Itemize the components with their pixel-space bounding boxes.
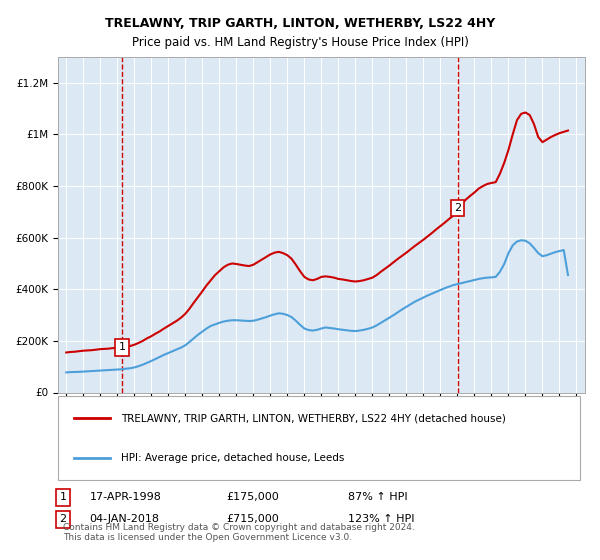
Text: 2: 2 [454,203,461,213]
Text: 123% ↑ HPI: 123% ↑ HPI [348,515,414,524]
Text: 04-JAN-2018: 04-JAN-2018 [89,515,160,524]
Text: 87% ↑ HPI: 87% ↑ HPI [348,492,407,502]
Text: Contains HM Land Registry data © Crown copyright and database right 2024.
This d: Contains HM Land Registry data © Crown c… [63,522,415,542]
Text: £715,000: £715,000 [226,515,279,524]
Text: 2: 2 [59,515,67,524]
Text: TRELAWNY, TRIP GARTH, LINTON, WETHERBY, LS22 4HY (detached house): TRELAWNY, TRIP GARTH, LINTON, WETHERBY, … [121,413,506,423]
Text: 1: 1 [59,492,67,502]
Text: TRELAWNY, TRIP GARTH, LINTON, WETHERBY, LS22 4HY: TRELAWNY, TRIP GARTH, LINTON, WETHERBY, … [105,17,495,30]
Text: 1: 1 [119,342,125,352]
Text: 17-APR-1998: 17-APR-1998 [89,492,161,502]
Text: HPI: Average price, detached house, Leeds: HPI: Average price, detached house, Leed… [121,454,344,463]
Text: £175,000: £175,000 [226,492,279,502]
FancyBboxPatch shape [58,396,580,480]
Text: Price paid vs. HM Land Registry's House Price Index (HPI): Price paid vs. HM Land Registry's House … [131,36,469,49]
